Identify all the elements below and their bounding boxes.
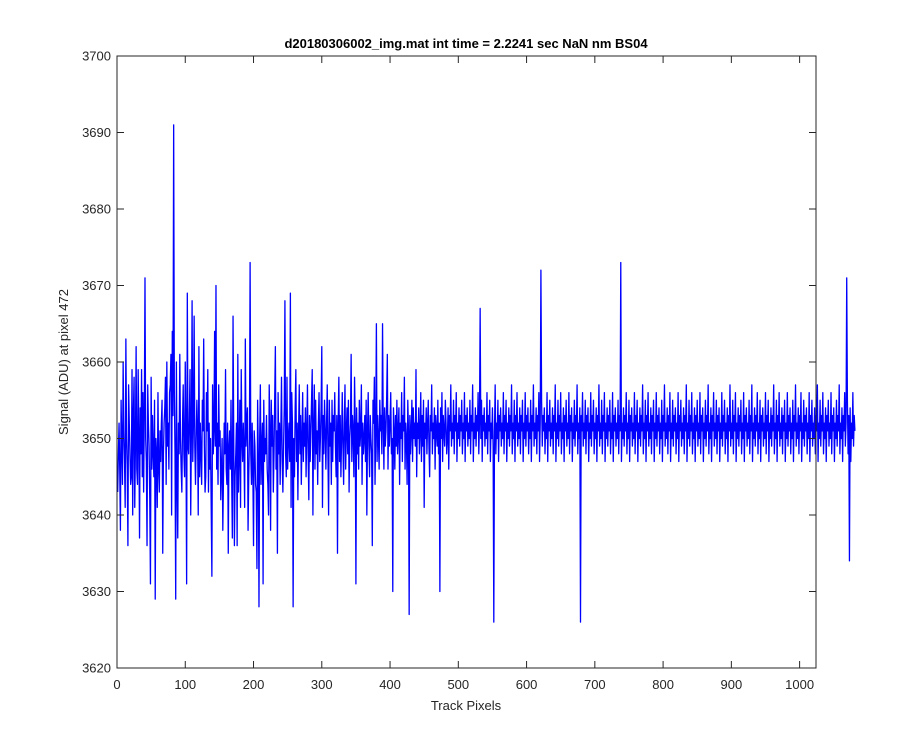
y-tick-label: 3660: [82, 355, 111, 370]
x-tick-label: 700: [584, 677, 606, 692]
x-tick-label: 1000: [785, 677, 814, 692]
x-tick-label: 100: [174, 677, 196, 692]
series-layer: [117, 124, 856, 623]
x-tick-label: 400: [379, 677, 401, 692]
y-tick-label: 3680: [82, 202, 111, 217]
y-tick-label: 3630: [82, 584, 111, 599]
ticks-layer: 0 100 200 300 400 500 600 700 800 900 1000 3620 3630…: [82, 49, 816, 692]
y-tick-label: 3650: [82, 431, 111, 446]
x-tick-label: 600: [516, 677, 538, 692]
x-tick-label: 500: [447, 677, 469, 692]
x-tick-label: 800: [652, 677, 674, 692]
x-tick-label: 200: [243, 677, 265, 692]
x-tick-label: 0: [113, 677, 120, 692]
y-tick-label: 3690: [82, 125, 111, 140]
series-line-0: [117, 124, 856, 623]
x-axis-label: Track Pixels: [431, 698, 502, 713]
y-tick-label: 3700: [82, 49, 111, 64]
y-tick-label: 3640: [82, 508, 111, 523]
y-axis-label: Signal (ADU) at pixel 472: [56, 289, 71, 435]
y-tick-label: 3620: [82, 661, 111, 676]
x-tick-label: 300: [311, 677, 333, 692]
y-tick-label: 3670: [82, 278, 111, 293]
x-tick-label: 900: [721, 677, 743, 692]
chart-title: d20180306002_img.mat int time = 2.2241 s…: [284, 36, 648, 51]
plot-area: [117, 56, 816, 668]
